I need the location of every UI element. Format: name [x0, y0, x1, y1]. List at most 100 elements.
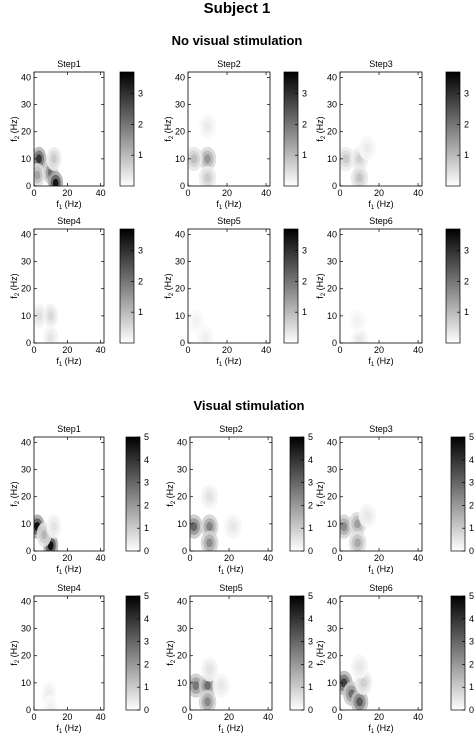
heatmap-cell [51, 522, 57, 532]
colorbar-tick-label: 5 [144, 432, 149, 442]
x-tick-label: 20 [374, 553, 384, 563]
colorbar-gradient [445, 228, 461, 344]
colorbar-tick-label: 3 [469, 478, 474, 488]
heatmap-cell [204, 121, 211, 131]
colorbar: 0 1 2 3 4 5 [125, 591, 149, 715]
y-tick-label: 30 [327, 100, 337, 110]
y-tick-label: 20 [21, 492, 31, 502]
x-tick-label: 0 [31, 345, 36, 355]
x-tick-label: 40 [96, 553, 106, 563]
y-axis-label: f2 (Hz) [9, 273, 21, 298]
colorbar-tick-label: 2 [469, 500, 474, 510]
x-axis-label: f1 (Hz) [368, 199, 393, 211]
x-tick-label: 40 [413, 188, 423, 198]
y-tick-label: 30 [327, 257, 337, 267]
colorbar-tick-label: 2 [144, 659, 149, 669]
colorbar-tick-label: 1 [469, 682, 474, 692]
y-tick-label: 10 [21, 519, 31, 529]
y-tick-label: 20 [21, 127, 31, 137]
colorbar-gradient [119, 71, 135, 187]
heatmap-cell [204, 681, 211, 691]
y-tick-label: 10 [177, 519, 187, 529]
colorbar-tick-label: 1 [308, 682, 313, 692]
y-tick-label: 20 [327, 651, 337, 661]
colorbar-tick-label: 3 [464, 246, 469, 256]
y-tick-label: 20 [175, 127, 185, 137]
colorbar-gradient [289, 436, 305, 552]
colorbar-tick-label: 2 [464, 276, 469, 286]
y-tick-label: 20 [327, 127, 337, 137]
heatmap-panel: Step1 0 20 40 0 10 20 30 40 f1 (Hz) f2 (Hz) 0 1 2 3 4 5 [9, 424, 149, 576]
axes-frame [187, 71, 271, 187]
x-tick-label: 40 [96, 712, 106, 722]
y-tick-label: 40 [327, 437, 337, 447]
y-tick-label: 0 [180, 181, 185, 191]
panel-title: Step1 [57, 424, 81, 434]
heatmap-cell [206, 664, 213, 674]
x-axis-label: f1 (Hz) [56, 199, 81, 211]
heatmap-cell [206, 522, 213, 532]
y-tick-label: 0 [180, 338, 185, 348]
y-tick-label: 10 [21, 311, 31, 321]
colorbar-tick-label: 1 [302, 150, 307, 160]
colorbar-gradient [119, 228, 135, 344]
panel-title: Step2 [219, 424, 243, 434]
x-axis-label: f1 (Hz) [216, 199, 241, 211]
x-axis-label: f1 (Hz) [216, 356, 241, 368]
y-axis-label: f2 (Hz) [315, 273, 327, 298]
colorbar-tick-label: 5 [469, 432, 474, 442]
y-tick-label: 40 [175, 229, 185, 239]
y-tick-label: 40 [327, 72, 337, 82]
y-tick-label: 10 [327, 519, 337, 529]
axes-frame [33, 228, 105, 344]
y-tick-label: 30 [21, 100, 31, 110]
y-tick-label: 0 [26, 181, 31, 191]
panel-title: Step6 [369, 583, 393, 593]
y-tick-label: 30 [21, 624, 31, 634]
heatmap-cell [47, 311, 54, 321]
y-axis-label: f2 (Hz) [9, 481, 21, 506]
y-tick-label: 0 [182, 705, 187, 715]
y-tick-label: 20 [327, 492, 337, 502]
y-tick-label: 10 [175, 311, 185, 321]
colorbar-tick-label: 0 [144, 546, 149, 556]
x-tick-label: 20 [374, 345, 384, 355]
colorbar: 0 1 2 3 4 5 [125, 432, 149, 556]
colorbar-tick-label: 3 [138, 246, 143, 256]
y-tick-label: 40 [21, 72, 31, 82]
x-tick-label: 40 [413, 712, 423, 722]
colorbar-tick-label: 2 [302, 276, 307, 286]
y-axis-label: f2 (Hz) [315, 481, 327, 506]
y-axis-label: f2 (Hz) [165, 640, 177, 665]
y-tick-label: 40 [177, 596, 187, 606]
heatmap-cell [36, 311, 42, 321]
x-axis-label: f1 (Hz) [368, 564, 393, 576]
section-title-visual-stimulation: Visual stimulation [193, 398, 304, 413]
colorbar-gradient [125, 595, 141, 711]
heatmap-panel: Step3 0 20 40 0 10 20 30 40 f1 (Hz) f2 (Hz) 0 1 2 3 4 5 [315, 424, 474, 576]
y-tick-label: 10 [21, 154, 31, 164]
y-axis-label: f2 (Hz) [315, 640, 327, 665]
heatmap-cell [190, 522, 198, 532]
x-tick-label: 20 [62, 188, 72, 198]
x-tick-label: 20 [374, 712, 384, 722]
y-tick-label: 30 [21, 257, 31, 267]
colorbar: 1 2 3 [119, 228, 143, 344]
y-tick-label: 10 [327, 154, 337, 164]
colorbar-tick-label: 1 [464, 307, 469, 317]
colorbar-tick-label: 3 [302, 246, 307, 256]
y-tick-label: 20 [21, 651, 31, 661]
axes-frame [33, 71, 105, 187]
heatmap-panel: Step1 0 20 40 0 10 20 30 40 f1 (Hz) f2 (Hz) 1 2 3 [9, 59, 143, 211]
heatmap-panel: Step3 0 20 40 0 10 20 30 40 f1 (Hz) f2 (Hz) 1 2 3 [315, 59, 469, 211]
panel-title: Step3 [369, 424, 393, 434]
y-tick-label: 40 [21, 229, 31, 239]
heatmap-cell [356, 662, 363, 672]
x-tick-label: 0 [185, 188, 190, 198]
y-tick-label: 10 [177, 678, 187, 688]
y-tick-label: 40 [21, 596, 31, 606]
colorbar-tick-label: 5 [308, 432, 313, 442]
x-tick-label: 0 [31, 188, 36, 198]
y-axis-label: f2 (Hz) [9, 116, 21, 141]
